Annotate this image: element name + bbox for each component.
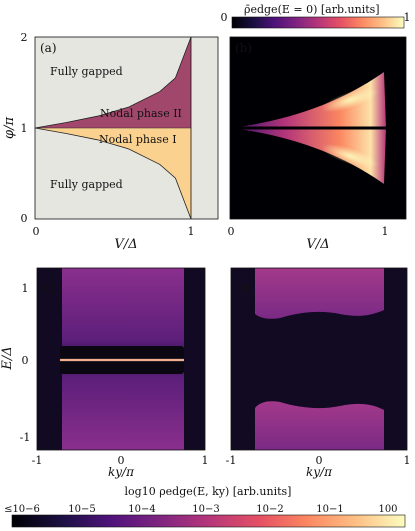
cb-tick-2: 10−4 — [128, 504, 155, 515]
panel-label-b: (b) — [235, 41, 252, 55]
colorbar-top-max: 1 — [404, 11, 411, 24]
c-xtick-1: 1 — [202, 454, 209, 467]
c-ytick-0: 0 — [22, 354, 29, 367]
a-xlabel: V/Δ — [114, 237, 137, 252]
d-xtick-0: 0 — [316, 454, 323, 467]
panel-a: Fully gapped Nodal phase II Nodal phase … — [2, 31, 219, 252]
c-xtick-0: 0 — [118, 454, 125, 467]
panel-c: (c) 1 0 -1 -1 0 1 ky/π E/Δ — [0, 267, 209, 479]
cb-tick-5: 10−1 — [316, 504, 343, 515]
b-xtick-0: 0 — [228, 225, 235, 238]
a-ytick-2: 2 — [21, 31, 28, 44]
panel-label-a: (a) — [40, 41, 57, 55]
d-xtick-1: 1 — [404, 454, 411, 467]
colorbar-bottom-title: log10 ρedge(E, ky) [arb.units] — [125, 485, 292, 498]
colorbar-top-title: ρ̄edge(E = 0) [arb.units] — [244, 3, 380, 16]
d-xtick-m1: -1 — [226, 454, 237, 467]
d-xlabel: ky/π — [306, 465, 333, 479]
colorbar-top: ρ̄edge(E = 0) [arb.units] 0 1 — [221, 3, 411, 29]
glow-upper — [321, 88, 379, 112]
nodal-phase-1-region — [35, 128, 191, 219]
colorbar-top-min: 0 — [221, 11, 228, 24]
d-band-upper — [255, 268, 384, 319]
panel-label-d: (d) — [236, 281, 253, 295]
wedge-lower — [232, 128, 386, 184]
panel-d: (d) -1 0 1 ky/π — [226, 267, 411, 479]
region-label-gapped-bottom: Fully gapped — [50, 178, 123, 191]
a-ytick-0: 0 — [21, 212, 28, 225]
cb-tick-0: ≤10−6 — [4, 504, 40, 515]
c-xtick-m1: -1 — [32, 454, 43, 467]
a-ylabel: φ/π — [2, 117, 17, 139]
cb-tick-3: 10−3 — [192, 504, 219, 515]
region-label-nodal-1: Nodal phase I — [99, 133, 177, 146]
b-xlabel: V/Δ — [306, 237, 329, 252]
c-ylabel: E/Δ — [0, 346, 15, 370]
c-ytick-1: 1 — [22, 282, 29, 295]
region-label-nodal-2: Nodal phase II — [100, 107, 182, 120]
colorbar-bottom: log10 ρedge(E, ky) [arb.units] ≤10−6 10−… — [4, 485, 406, 528]
panel-b: (b) 0 1 V/Δ — [228, 36, 407, 252]
glow-lower — [321, 144, 379, 168]
a-xtick-1: 1 — [188, 225, 195, 238]
cb-tick-4: 10−2 — [256, 504, 283, 515]
c-xlabel: ky/π — [108, 465, 135, 479]
wedge-upper — [232, 72, 386, 128]
phase-boundary-lower — [34, 127, 192, 220]
region-label-gapped-top: Fully gapped — [50, 65, 123, 78]
cb-tick-1: 10−5 — [68, 504, 95, 515]
c-ytick-m1: -1 — [20, 431, 31, 444]
a-ytick-1: 1 — [21, 122, 28, 135]
b-xtick-1: 1 — [382, 225, 389, 238]
cb-tick-6: 100 — [378, 504, 397, 515]
panel-label-c: (c) — [41, 281, 57, 295]
phase-boundary-upper — [34, 36, 192, 129]
a-xtick-0: 0 — [33, 225, 40, 238]
nodal-phase-2-region — [35, 37, 191, 128]
d-band-lower — [255, 401, 384, 450]
